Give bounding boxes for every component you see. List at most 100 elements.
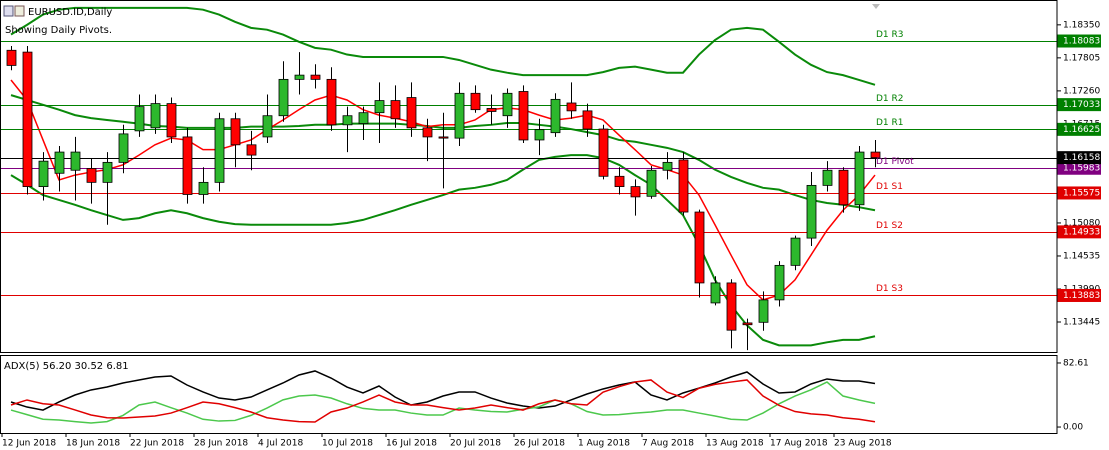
price-box [1057, 288, 1101, 302]
pivot-label: D1 Pivot [876, 157, 914, 167]
y-tick-label: 1.15080 [1063, 218, 1100, 228]
candle-body [438, 136, 449, 139]
x-tick-label: 12 Jun 2018 [2, 439, 56, 449]
price-box-label: 1.16625 [1063, 125, 1100, 135]
adx-line [10, 370, 876, 411]
price-box [1057, 161, 1101, 175]
price-box-label: 1.18083 [1063, 37, 1100, 47]
shift-marker [872, 4, 880, 9]
candle-body [774, 264, 785, 301]
candle-body [790, 237, 801, 266]
price-box [1057, 186, 1101, 200]
x-tick-label: 1 Aug 2018 [578, 439, 630, 449]
candle-body [518, 91, 529, 141]
candle-body [166, 103, 177, 138]
x-tick-label: 26 Jul 2018 [514, 439, 565, 449]
candle-body [566, 102, 577, 112]
x-tick-label: 4 Jul 2018 [258, 439, 303, 449]
candle-body [198, 181, 209, 195]
y-tick-label: 82.61 [1063, 358, 1089, 368]
adx-plot [10, 370, 876, 424]
pivot-label: D1 R2 [876, 94, 904, 104]
candle-body [38, 160, 49, 188]
main-frame [0, 0, 1058, 353]
y-tick-label: 1.17805 [1063, 53, 1100, 63]
candle-body [246, 144, 257, 156]
candle-body [662, 161, 673, 171]
candle-body [422, 127, 433, 138]
candle-body [854, 151, 865, 206]
candle-body [374, 100, 385, 114]
x-tick-label: 10 Jul 2018 [322, 439, 373, 449]
candle-body [710, 282, 721, 304]
candle-body [534, 129, 545, 141]
candle-body [182, 136, 193, 195]
price-box [1057, 98, 1101, 112]
candle-body [726, 282, 737, 331]
candle-body [550, 98, 561, 134]
candle-body [150, 103, 161, 129]
candle-body [870, 151, 881, 159]
x-tick-label: 23 Aug 2018 [834, 439, 892, 449]
candle-body [822, 169, 833, 186]
candle-body [262, 115, 273, 138]
y-tick-label: 1.13445 [1063, 318, 1100, 328]
candle-body [70, 151, 81, 171]
candle-body [230, 118, 241, 146]
price-box [1057, 225, 1101, 239]
candle-body [582, 110, 593, 130]
candle-body [86, 168, 97, 183]
adx-line [10, 379, 876, 423]
x-tick-label: 20 Jul 2018 [450, 439, 501, 449]
candle-body [406, 97, 417, 129]
candle-body [694, 211, 705, 284]
y-tick-label: 1.18350 [1063, 20, 1100, 30]
y-tick-label: 1.17260 [1063, 86, 1100, 96]
x-tick-label: 17 Aug 2018 [770, 439, 828, 449]
candle-body [614, 175, 625, 188]
candle-body [326, 78, 337, 126]
candle-body [118, 133, 129, 163]
main-plot [0, 6, 1057, 351]
x-tick-label: 16 Jul 2018 [386, 439, 437, 449]
candle-body [630, 186, 641, 198]
adx-frame [0, 355, 1058, 434]
candle-body [102, 161, 113, 183]
pivot-label: D1 S1 [876, 182, 903, 192]
candle-body [758, 299, 769, 323]
y-tick-label: 0.00 [1063, 423, 1083, 433]
candle-body [646, 169, 657, 197]
y-tick-label: 1.14535 [1063, 251, 1100, 261]
candle-body [502, 92, 513, 117]
price-box [1057, 122, 1101, 136]
chart-subtitle: Showing Daily Pivots. [5, 25, 112, 36]
candle-body [806, 184, 817, 239]
x-tick-label: 22 Jun 2018 [130, 439, 184, 449]
indicator-line [10, 6, 876, 86]
symbol-icon [3, 5, 25, 17]
candle-body [214, 118, 225, 183]
current-price-label: 1.16158 [1063, 153, 1100, 163]
candle-body [134, 106, 145, 132]
candle-body [310, 74, 321, 80]
candle-body [358, 112, 369, 124]
x-tick-label: 13 Aug 2018 [706, 439, 764, 449]
price-box-label: 1.13883 [1063, 291, 1100, 301]
price-box-label: 1.15575 [1063, 188, 1100, 198]
x-tick-label: 7 Aug 2018 [642, 439, 694, 449]
pivot-label: D1 S2 [876, 221, 903, 231]
candle-body [294, 74, 305, 80]
current-price-box [1057, 151, 1101, 165]
price-box-label: 1.14933 [1063, 227, 1100, 237]
candle-body [22, 51, 33, 188]
candle-body [678, 159, 689, 213]
chart-title: EURUSD.ID,Daily [28, 7, 112, 18]
candle-body [598, 128, 609, 177]
x-tick-label: 18 Jun 2018 [66, 439, 120, 449]
candle-body [342, 115, 353, 126]
candle-body [742, 322, 753, 326]
indicator-title: ADX(5) 56.20 30.52 6.81 [4, 361, 129, 372]
candle-body [278, 78, 289, 117]
